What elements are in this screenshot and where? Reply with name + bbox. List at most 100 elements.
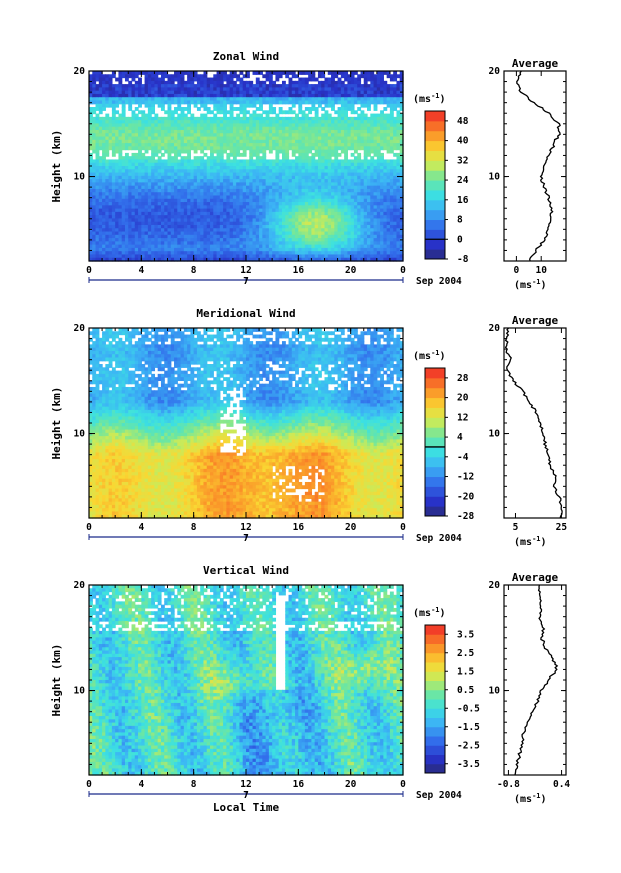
heatmap-cell (98, 211, 103, 216)
heatmap-cell (115, 129, 120, 134)
heatmap-cell (115, 192, 120, 197)
heatmap-cell (115, 247, 120, 252)
heatmap-cell (92, 110, 97, 115)
heatmap-cell (92, 77, 97, 82)
heatmap-cell (95, 100, 100, 105)
heatmap-cell (121, 238, 126, 242)
heatmap-cell (118, 192, 123, 197)
heatmap-cell (92, 126, 97, 131)
heatmap-cell (134, 182, 139, 187)
heatmap-cell (124, 257, 129, 262)
heatmap-cell (105, 257, 110, 262)
heatmap-cell (131, 172, 136, 177)
heatmap-cell (92, 228, 97, 233)
heatmap-cell (131, 97, 136, 102)
heatmap-cell (138, 241, 142, 246)
heatmap-cell (115, 179, 120, 183)
heatmap-cell (138, 208, 142, 213)
heatmap-cell (98, 221, 103, 226)
heatmap-cell (95, 97, 100, 102)
heatmap-cell (134, 136, 139, 141)
heatmap-cell (124, 188, 129, 193)
heatmap-cell (95, 244, 100, 249)
heatmap-cell (134, 172, 139, 177)
heatmap-cell (89, 80, 93, 85)
heatmap-cell (98, 166, 103, 170)
heatmap-cell (128, 192, 133, 197)
heatmap-cell (128, 244, 133, 249)
heatmap-cell (98, 143, 103, 147)
heatmap-cell (138, 188, 142, 193)
heatmap-cell (124, 192, 129, 197)
heatmap-cell (111, 149, 116, 154)
heatmap-cell (131, 110, 136, 115)
heatmap-cell (102, 202, 106, 206)
heatmap-cell (128, 169, 133, 174)
heatmap-cell (95, 218, 100, 223)
heatmap-cell (128, 80, 133, 85)
heatmap-cell (134, 215, 139, 220)
heatmap-cell (131, 133, 136, 138)
heatmap-cell (102, 205, 106, 210)
heatmap-cell (118, 123, 123, 128)
heatmap-cell (102, 97, 106, 102)
heatmap-cell (108, 136, 113, 141)
heatmap-cell (128, 87, 133, 92)
heatmap-cell (95, 251, 100, 256)
heatmap-cell (124, 172, 129, 177)
heatmap-cell (134, 185, 139, 190)
heatmap-cell (98, 90, 103, 95)
heatmap-cell (95, 192, 100, 197)
heatmap-cell (121, 113, 126, 118)
heatmap-cell (128, 146, 133, 151)
heatmap-cell (124, 205, 129, 210)
heatmap-cell (138, 87, 142, 92)
heatmap-cell (131, 116, 136, 121)
heatmap-cell (134, 202, 139, 206)
heatmap-cell (95, 208, 100, 213)
heatmap-cell (98, 126, 103, 131)
heatmap-cell (89, 166, 93, 170)
heatmap-cell (118, 221, 123, 226)
heatmap-cell (102, 152, 106, 157)
heatmap-cell (98, 77, 103, 82)
heatmap-cell (108, 195, 113, 200)
heatmap-cell (118, 139, 123, 144)
heatmap-cell (124, 90, 129, 95)
heatmap-cell (98, 97, 103, 102)
heatmap-cell (131, 74, 136, 79)
heatmap-cell (89, 120, 93, 125)
heatmap-cell (134, 146, 139, 151)
heatmap-cell (134, 244, 139, 249)
heatmap-cell (105, 182, 110, 187)
heatmap-cell (89, 192, 93, 197)
heatmap-cell (98, 133, 103, 138)
heatmap-cell (138, 103, 142, 108)
heatmap-cell (105, 166, 110, 170)
heatmap-cell (108, 103, 113, 108)
heatmap-cell (124, 211, 129, 216)
heatmap-cell (128, 116, 133, 121)
heatmap-cell (95, 195, 100, 200)
heatmap-cell (131, 215, 136, 220)
heatmap-cell (92, 241, 97, 246)
heatmap (89, 71, 404, 262)
heatmap-cell (92, 179, 97, 183)
heatmap-cell (138, 231, 142, 236)
heatmap-cell (108, 198, 113, 203)
heatmap-cell (92, 123, 97, 128)
heatmap-cell (98, 185, 103, 190)
heatmap-cell (121, 146, 126, 151)
heatmap-cell (138, 257, 142, 262)
heatmap-cell (128, 247, 133, 252)
heatmap-cell (124, 116, 129, 121)
heatmap-cell (98, 202, 103, 206)
heatmap-cell (98, 146, 103, 151)
heatmap-cell (105, 198, 110, 203)
heatmap-cell (138, 71, 142, 75)
heatmap-cell (134, 156, 139, 161)
heatmap-cell (121, 110, 126, 115)
heatmap-cell (138, 116, 142, 121)
heatmap-cell (134, 254, 139, 259)
heatmap-cell (92, 231, 97, 236)
